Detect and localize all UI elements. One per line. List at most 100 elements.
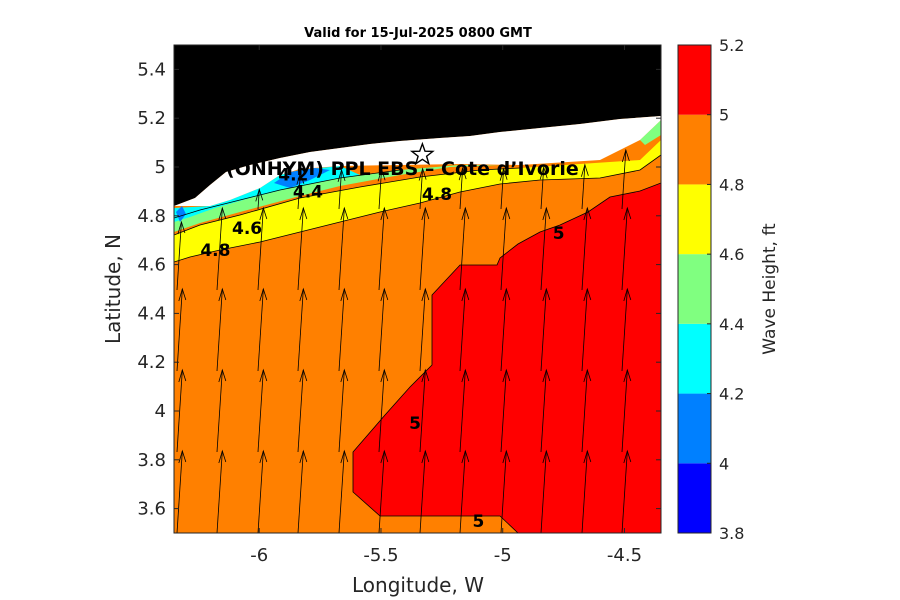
- colorbar-segment: [678, 393, 711, 464]
- wave-arrow-shaft: [581, 450, 588, 533]
- wave-arrow-shaft: [338, 207, 345, 291]
- wave-arrow-head: [340, 368, 349, 383]
- wave-arrow-head: [583, 287, 592, 302]
- y-tick-label: 5.4: [137, 59, 166, 80]
- wave-arrow-head: [461, 206, 470, 221]
- wave-arrow-shaft: [419, 450, 426, 533]
- y-tick-label: 4: [155, 401, 166, 422]
- wave-arrow-shaft: [500, 288, 507, 372]
- wave-arrow-shaft: [338, 169, 342, 210]
- wave-arrow-shaft: [378, 288, 385, 372]
- wave-arrow-shaft: [378, 369, 385, 453]
- colorbar-label: Wave Height, ft: [760, 223, 780, 355]
- wave-arrow-shaft: [297, 369, 304, 453]
- wave-arrow-head: [583, 206, 592, 221]
- colorbar-segment: [678, 323, 711, 394]
- wave-arrow-head: [461, 287, 470, 302]
- wave-arrow-shaft: [176, 221, 182, 291]
- wave-arrow-shaft: [297, 207, 304, 291]
- wave-arrow-head: [502, 368, 511, 383]
- wave-arrow-shaft: [459, 288, 466, 372]
- y-axis-ticks: 3.63.844.24.44.64.855.25.4: [137, 59, 661, 520]
- wave-arrow-head: [461, 368, 470, 383]
- wave-arrow-head: [583, 449, 592, 464]
- wave-arrow-head: [259, 206, 268, 221]
- wave-arrow-head: [623, 287, 632, 302]
- wave-arrow-head: [502, 287, 511, 302]
- wave-arrow-shaft: [621, 369, 628, 453]
- contour-line-4-4: [174, 169, 401, 219]
- colorbar-tick-label: 4.4: [719, 315, 744, 334]
- wave-arrow-head: [542, 368, 551, 383]
- wave-arrow-head: [380, 206, 389, 221]
- contour-fill-4-4-east: [640, 120, 661, 145]
- station-label: (ONHYM) PPL EBS – Cote d’Ivorie: [226, 158, 579, 180]
- land-mass: [174, 45, 661, 206]
- wave-arrow-shaft: [176, 369, 183, 453]
- wave-arrow-head: [340, 449, 349, 464]
- contour-label: 5: [409, 414, 421, 434]
- wave-arrow-head: [178, 449, 187, 464]
- contour-label: 4.2: [278, 165, 308, 185]
- wave-arrow-head: [421, 368, 430, 383]
- wave-arrow-shaft: [338, 369, 345, 453]
- wave-arrow-head: [218, 368, 227, 383]
- wave-arrow-shaft: [257, 288, 264, 372]
- wave-arrow-shaft: [257, 450, 264, 533]
- station-star-icon: [409, 141, 435, 166]
- colorbar-segment: [678, 114, 711, 185]
- x-axis-label: Longitude, W: [352, 573, 484, 597]
- x-tick-label: -6: [250, 545, 268, 566]
- wave-arrow-shaft: [621, 149, 627, 210]
- wave-arrow-head: [337, 168, 346, 183]
- wave-arrow-shaft: [540, 288, 547, 372]
- contour-label: 4.8: [422, 185, 452, 205]
- wave-arrow-head: [255, 188, 264, 202]
- colorbar-tick-label: 4.8: [719, 175, 744, 194]
- colorbar-tick-label: 3.8: [719, 524, 744, 543]
- wave-arrow-head: [218, 449, 227, 464]
- y-tick-label: 5: [155, 157, 166, 178]
- wave-arrow-head: [177, 220, 186, 235]
- wave-arrow-head: [623, 368, 632, 383]
- wave-arrow-head: [380, 287, 389, 302]
- colorbar-tick-label: 4.2: [719, 385, 744, 404]
- wave-arrow-shaft: [297, 288, 304, 372]
- wave-arrow-shaft: [176, 288, 183, 372]
- wave-arrow-head: [421, 287, 430, 302]
- wave-arrow-shaft: [216, 450, 223, 533]
- wave-arrow-head: [623, 206, 632, 221]
- wave-arrow-head: [178, 287, 187, 302]
- colorbar-tick-label: 5: [719, 106, 729, 125]
- x-axis-ticks: -6 -5.5 -5 -4.5: [250, 45, 642, 566]
- colorbar-frame: [677, 44, 712, 534]
- wave-arrow-shaft: [621, 288, 628, 372]
- wave-arrow-shaft: [419, 369, 426, 453]
- contour-fill-4-2-to-4-4: [174, 166, 360, 222]
- contour-label: 4.6: [232, 219, 262, 239]
- wave-arrow-shaft: [459, 450, 466, 533]
- wave-arrow-shaft: [297, 450, 304, 533]
- wave-direction-arrows: [176, 148, 632, 533]
- contour-fill-5-0-to-5-2: [353, 183, 661, 533]
- wave-arrow-head: [380, 368, 389, 383]
- wave-arrow-shaft: [338, 288, 345, 372]
- wave-arrow-shaft: [500, 369, 507, 453]
- x-tick-label: -5: [494, 545, 512, 566]
- wave-arrow-shaft: [257, 189, 260, 210]
- wave-arrow-head: [299, 206, 308, 221]
- contour-label: 5: [553, 224, 565, 244]
- wave-arrow-head: [421, 206, 430, 221]
- wave-arrow-shaft: [621, 207, 628, 291]
- map-title: Valid for 15-Jul-2025 0800 GMT: [304, 26, 532, 41]
- colorbar-tick-label: 4.6: [719, 245, 744, 264]
- contour-line-4-8: [174, 154, 661, 263]
- wave-arrow-shaft: [216, 369, 223, 453]
- wave-arrow-shaft: [459, 168, 464, 210]
- wave-arrow-head: [461, 449, 470, 464]
- colorbar-segment: [678, 463, 711, 533]
- wave-arrow-shaft: [338, 450, 345, 533]
- wave-arrow-shaft: [216, 207, 223, 291]
- wave-arrow-head: [539, 165, 548, 180]
